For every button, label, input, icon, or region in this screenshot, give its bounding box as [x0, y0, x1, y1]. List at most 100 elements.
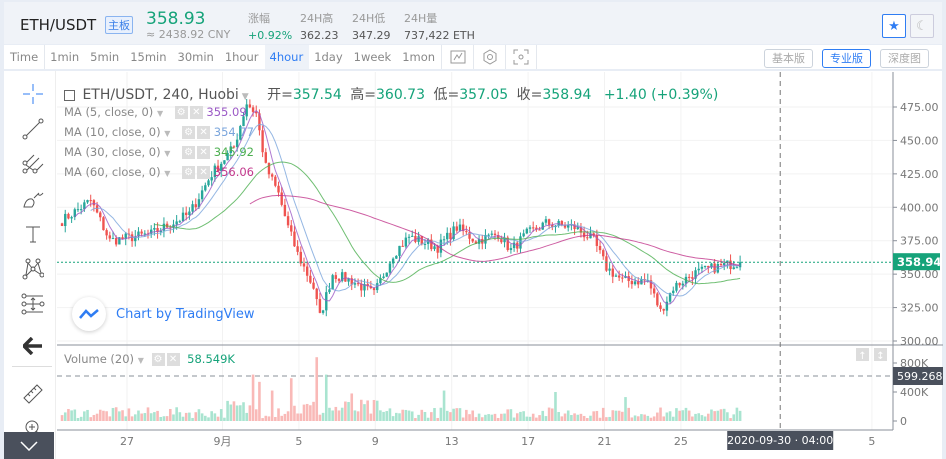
- pane-move-button[interactable]: [856, 348, 869, 361]
- interval-1day[interactable]: 1day: [314, 50, 343, 64]
- interval-4hour[interactable]: 4hour: [264, 45, 310, 69]
- volume-bar: [503, 413, 506, 421]
- fullscreen-icon[interactable]: [505, 45, 538, 69]
- crosshair-volume-label: 599.268: [897, 370, 943, 383]
- basic-version-button[interactable]: 基本版: [764, 49, 813, 68]
- moon-icon[interactable]: ☾: [910, 14, 934, 38]
- interval-1mon[interactable]: 1mon: [402, 50, 436, 64]
- candle-body: [204, 185, 207, 191]
- star-icon[interactable]: ★: [882, 14, 906, 38]
- candle-body: [290, 225, 293, 232]
- volume-bar: [143, 413, 147, 421]
- text-tool-icon[interactable]: [20, 221, 46, 247]
- candle-body: [309, 275, 312, 283]
- depth-chart-button[interactable]: 深度图: [880, 49, 929, 68]
- interval-1hour[interactable]: 1hour: [224, 50, 259, 64]
- volume-bar: [401, 409, 404, 421]
- candle-body: [223, 160, 226, 164]
- candle-body: [242, 116, 245, 127]
- volume-bar: [178, 412, 182, 421]
- candle-body: [99, 212, 102, 218]
- candle-body: [535, 227, 538, 230]
- collapse-legend-icon[interactable]: [64, 89, 75, 101]
- volume-bar: [525, 416, 529, 421]
- candle-body: [567, 225, 570, 228]
- price-tick-label: 375.00: [900, 235, 939, 248]
- candle-body: [70, 217, 73, 219]
- candle-body: [531, 227, 535, 229]
- cny-price: ≈ 2438.92 CNY: [146, 28, 231, 41]
- settings-icon[interactable]: [473, 45, 505, 69]
- pattern-icon[interactable]: [20, 256, 46, 282]
- candle-body: [436, 246, 439, 253]
- ma60-legend[interactable]: MA (60, close, 0) ▼ ⚙ ✕ 356.06: [64, 165, 254, 179]
- candle-body: [149, 229, 153, 234]
- ma30-legend[interactable]: MA (30, close, 0) ▼ ⚙ ✕ 345.92: [64, 145, 254, 159]
- ma10-legend[interactable]: MA (10, close, 0) ▼ ⚙ ✕ 354.77: [64, 125, 254, 139]
- volume-bar: [321, 412, 325, 421]
- ma5-legend[interactable]: MA (5, close, 0) ▼ ⚙ ✕ 355.09: [64, 105, 247, 119]
- candle-body: [573, 224, 576, 230]
- interval-15min[interactable]: 15min: [130, 50, 167, 64]
- pro-version-button[interactable]: 专业版: [822, 49, 871, 68]
- candle-body: [407, 236, 411, 238]
- pitchfork-icon[interactable]: [20, 151, 46, 177]
- candle-body: [551, 224, 554, 228]
- volume-bar: [184, 412, 188, 421]
- candle-body: [83, 202, 86, 210]
- chart-area[interactable]: [4, 71, 942, 459]
- ruler-icon[interactable]: [20, 381, 46, 407]
- interval-1min[interactable]: 1min: [50, 50, 80, 64]
- volume-bar: [102, 410, 105, 421]
- candle-body: [347, 278, 350, 282]
- volume-bar: [678, 410, 681, 421]
- candle-body: [458, 224, 462, 231]
- volume-bar: [646, 415, 650, 421]
- volume-bar: [395, 412, 398, 421]
- interval-5min[interactable]: 5min: [90, 50, 120, 64]
- back-arrow-icon[interactable]: [20, 333, 46, 359]
- candle-body: [659, 305, 662, 309]
- volume-bar: [324, 374, 328, 421]
- volume-bar: [703, 416, 707, 421]
- volume-bar: [729, 418, 732, 421]
- candle-body: [637, 281, 640, 285]
- volume-bar: [426, 417, 430, 421]
- volume-bar: [315, 357, 319, 421]
- candle-body: [318, 299, 322, 313]
- volume-bar: [697, 413, 701, 421]
- volume-bar: [328, 407, 331, 421]
- volume-bar: [98, 409, 102, 421]
- indicator-icon[interactable]: [441, 45, 473, 69]
- interval-time[interactable]: Time: [4, 45, 46, 69]
- candle-body: [156, 227, 159, 233]
- candle-body: [471, 238, 474, 242]
- candle-body: [299, 251, 303, 264]
- interval-1week[interactable]: 1week: [353, 50, 392, 64]
- volume-bar: [579, 413, 583, 421]
- measure-icon[interactable]: [20, 291, 46, 317]
- volume-bar: [79, 416, 83, 421]
- crosshair-icon[interactable]: [20, 81, 46, 107]
- pane-move-button[interactable]: [874, 348, 887, 361]
- volume-bar: [554, 392, 557, 421]
- volume-bar: [420, 409, 424, 421]
- price-tick-label: 475.00: [900, 101, 939, 114]
- volume-bar: [694, 413, 697, 421]
- candle-body: [630, 281, 634, 285]
- chart-legend: ETH/USDT, 240, Huobi ▼ 开=357.54 高=360.73…: [64, 84, 718, 104]
- volume-bar: [137, 410, 140, 421]
- interval-30min[interactable]: 30min: [177, 50, 214, 64]
- tradingview-watermark[interactable]: Chart by TradingView: [72, 297, 254, 331]
- volume-bar: [732, 414, 736, 421]
- collapse-toolbar-button[interactable]: [4, 432, 54, 459]
- candle-body: [194, 204, 197, 208]
- volume-bar: [242, 402, 245, 421]
- brush-icon[interactable]: [20, 186, 46, 212]
- candle-body: [544, 219, 548, 223]
- trend-line-icon[interactable]: [20, 116, 46, 142]
- candle-body: [67, 213, 70, 219]
- volume-legend[interactable]: Volume (20) ▼ ⚙ ✕ 58.549K: [64, 352, 235, 366]
- volume-bar: [592, 411, 595, 421]
